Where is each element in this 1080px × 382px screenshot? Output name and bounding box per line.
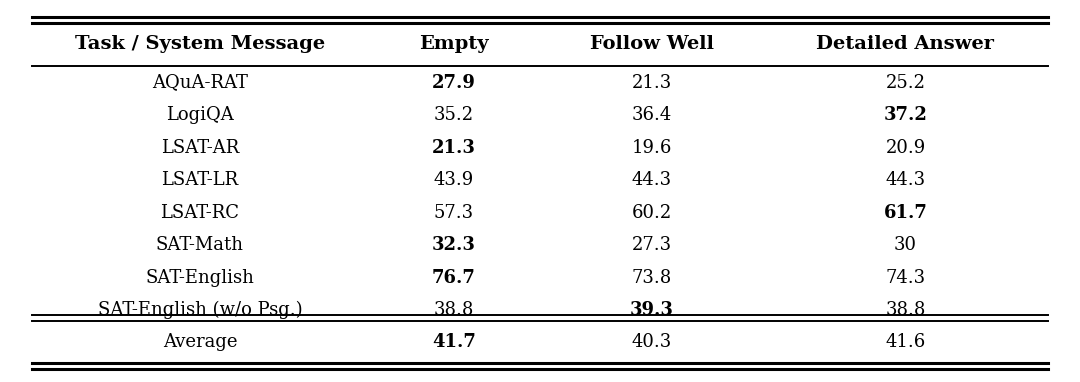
- Text: 43.9: 43.9: [433, 171, 474, 189]
- Text: SAT-Math: SAT-Math: [156, 236, 244, 254]
- Text: Task / System Message: Task / System Message: [75, 35, 325, 53]
- Text: LSAT-AR: LSAT-AR: [161, 139, 239, 157]
- Text: 74.3: 74.3: [886, 269, 926, 287]
- Text: 40.3: 40.3: [632, 333, 672, 351]
- Text: 60.2: 60.2: [632, 204, 672, 222]
- Text: 76.7: 76.7: [432, 269, 475, 287]
- Text: 19.6: 19.6: [632, 139, 672, 157]
- Text: 21.3: 21.3: [632, 74, 672, 92]
- Text: 73.8: 73.8: [632, 269, 672, 287]
- Text: 41.7: 41.7: [432, 333, 475, 351]
- Text: Detailed Answer: Detailed Answer: [816, 35, 995, 53]
- Text: 61.7: 61.7: [883, 204, 928, 222]
- Text: SAT-English (w/o Psg.): SAT-English (w/o Psg.): [97, 301, 302, 319]
- Text: 44.3: 44.3: [632, 171, 672, 189]
- Text: 21.3: 21.3: [432, 139, 475, 157]
- Text: 37.2: 37.2: [883, 106, 928, 124]
- Text: 32.3: 32.3: [432, 236, 475, 254]
- Text: 57.3: 57.3: [434, 204, 474, 222]
- Text: 27.3: 27.3: [632, 236, 672, 254]
- Text: 30: 30: [894, 236, 917, 254]
- Text: 25.2: 25.2: [886, 74, 926, 92]
- Text: 41.6: 41.6: [886, 333, 926, 351]
- Text: Average: Average: [163, 333, 238, 351]
- Text: 44.3: 44.3: [886, 171, 926, 189]
- Text: AQuA-RAT: AQuA-RAT: [152, 74, 247, 92]
- Text: 38.8: 38.8: [433, 301, 474, 319]
- Text: SAT-English: SAT-English: [146, 269, 255, 287]
- Text: LSAT-RC: LSAT-RC: [161, 204, 240, 222]
- Text: Follow Well: Follow Well: [590, 35, 714, 53]
- Text: LSAT-LR: LSAT-LR: [161, 171, 239, 189]
- Text: 38.8: 38.8: [886, 301, 926, 319]
- Text: 39.3: 39.3: [630, 301, 674, 319]
- Text: Empty: Empty: [419, 35, 488, 53]
- Text: 20.9: 20.9: [886, 139, 926, 157]
- Text: 27.9: 27.9: [432, 74, 475, 92]
- Text: LogiQA: LogiQA: [166, 106, 233, 124]
- Text: 36.4: 36.4: [632, 106, 672, 124]
- Text: 35.2: 35.2: [434, 106, 474, 124]
